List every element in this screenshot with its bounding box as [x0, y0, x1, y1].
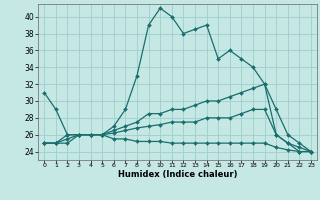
X-axis label: Humidex (Indice chaleur): Humidex (Indice chaleur): [118, 170, 237, 179]
